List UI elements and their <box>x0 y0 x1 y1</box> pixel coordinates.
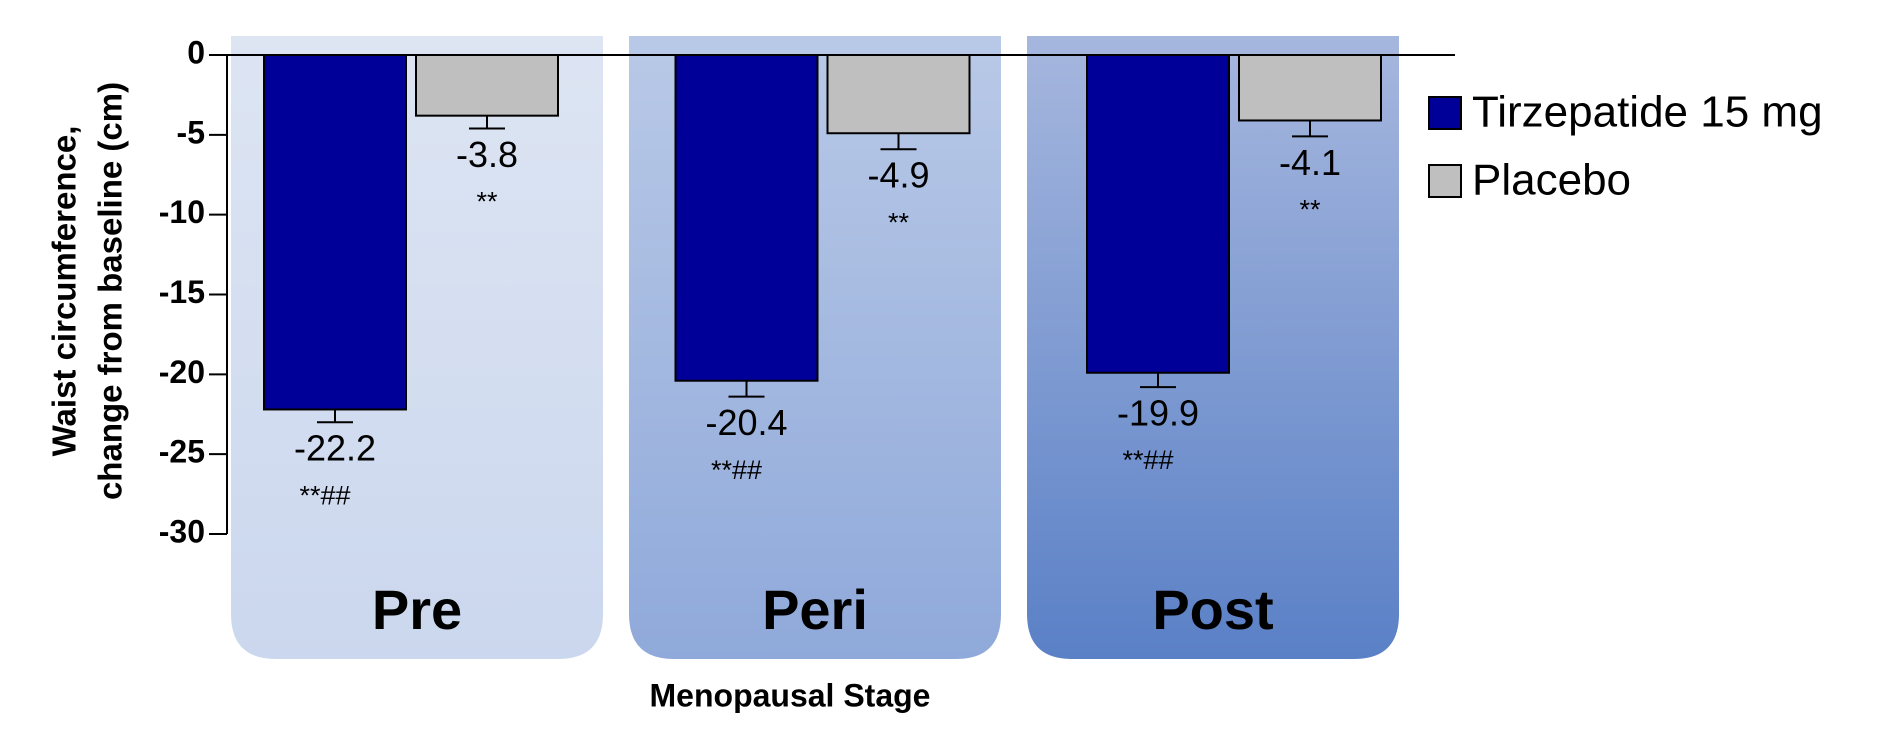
category-label: Post <box>1152 578 1273 641</box>
y-axis-title: change from baseline (cm) <box>92 82 129 500</box>
y-tick-label: 0 <box>187 34 205 70</box>
y-axis-title: Waist circumference, <box>46 126 83 457</box>
significance-label: ** <box>888 207 910 237</box>
x-axis-title: Menopausal Stage <box>650 677 931 713</box>
significance-label: **## <box>299 480 350 510</box>
bar <box>826 54 971 135</box>
value-label: -4.9 <box>867 155 929 196</box>
category-label: Peri <box>762 578 868 641</box>
significance-label: ** <box>476 187 498 217</box>
y-tick-label: -10 <box>159 194 205 230</box>
significance-label: ** <box>1299 195 1321 225</box>
bar <box>1086 54 1230 374</box>
y-tick-label: -30 <box>159 513 205 549</box>
y-tick-label: -5 <box>177 114 205 150</box>
value-label: -4.1 <box>1279 142 1341 183</box>
bar <box>674 54 819 382</box>
significance-label: **## <box>1122 445 1173 475</box>
y-tick-label: -15 <box>159 274 205 310</box>
y-tick-label: -20 <box>159 354 205 390</box>
value-label: -20.4 <box>705 402 787 443</box>
value-label: -19.9 <box>1117 393 1199 434</box>
bar <box>263 54 407 411</box>
bar <box>415 54 559 117</box>
bar <box>1238 54 1382 122</box>
legend-swatch <box>1428 164 1462 198</box>
legend-label: Tirzepatide 15 mg <box>1472 88 1823 137</box>
category-label: Pre <box>372 578 462 641</box>
significance-label: **## <box>711 455 762 485</box>
y-tick-label: -25 <box>159 434 205 470</box>
legend-label: Placebo <box>1472 156 1631 205</box>
value-label: -22.2 <box>294 428 376 469</box>
legend-swatch <box>1428 96 1462 130</box>
value-label: -3.8 <box>456 134 518 175</box>
